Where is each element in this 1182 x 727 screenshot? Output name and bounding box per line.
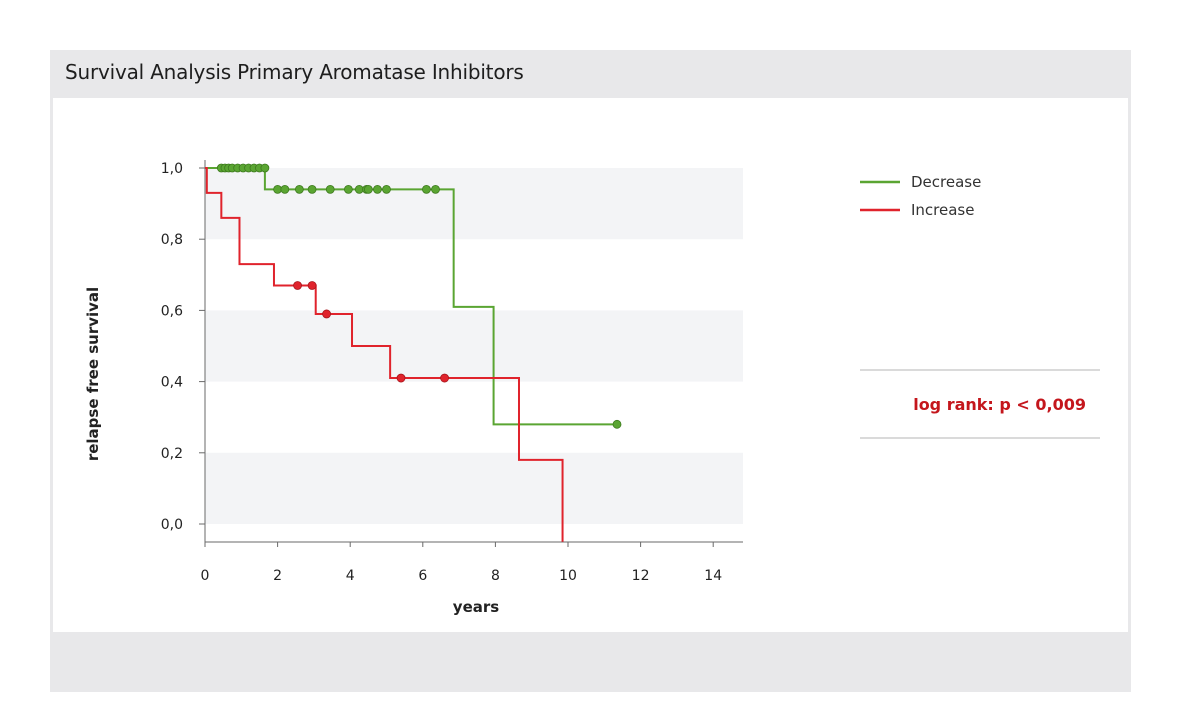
legend-label-decrease: Decrease	[911, 173, 981, 191]
censor-mark-decrease	[612, 419, 622, 429]
grid-band	[205, 310, 743, 382]
y-tick-label: 0,6	[161, 303, 183, 319]
y-tick-label: 1,0	[161, 161, 183, 177]
x-tick-label: 14	[704, 568, 722, 584]
censor-mark-increase	[322, 309, 332, 319]
y-tick-label: 0,2	[161, 446, 183, 462]
censor-mark-increase	[307, 281, 317, 290]
x-tick-label: 4	[346, 568, 355, 584]
censor-mark-decrease	[325, 184, 335, 194]
censor-mark-decrease	[422, 184, 431, 194]
censor-mark-decrease	[280, 184, 290, 194]
legend-label-increase: Increase	[911, 201, 974, 219]
censor-mark-decrease	[431, 184, 440, 194]
censor-mark-increase	[293, 281, 302, 290]
censor-mark-decrease	[343, 184, 353, 194]
censor-mark-decrease	[354, 184, 364, 194]
censor-mark-decrease	[294, 184, 304, 194]
x-tick-label: 8	[491, 568, 500, 584]
censor-mark-decrease	[382, 184, 391, 194]
censor-mark-decrease	[260, 163, 270, 173]
censor-mark-increase	[396, 373, 406, 383]
x-tick-label: 2	[273, 568, 282, 584]
grid-band	[205, 452, 743, 524]
censor-mark-decrease	[373, 184, 382, 194]
y-axis-title: relapse free survival	[84, 287, 102, 461]
x-tick-label: 0	[201, 568, 210, 584]
panel-title: Survival Analysis Primary Aromatase Inhi…	[65, 60, 524, 84]
log-rank-annotation: log rank: p < 0,009	[913, 395, 1086, 414]
y-tick-label: 0,4	[161, 375, 183, 391]
x-tick-label: 12	[632, 568, 650, 584]
censor-mark-increase	[440, 373, 449, 383]
x-tick-label: 6	[418, 568, 427, 584]
censor-mark-decrease	[307, 184, 317, 194]
censor-mark-decrease	[363, 184, 373, 194]
grid-band	[205, 168, 743, 240]
y-tick-label: 0,0	[161, 517, 183, 533]
censor-mark-decrease	[273, 184, 283, 194]
y-tick-label: 0,8	[161, 232, 183, 248]
x-tick-label: 10	[559, 568, 577, 584]
x-axis-title: years	[453, 598, 499, 616]
